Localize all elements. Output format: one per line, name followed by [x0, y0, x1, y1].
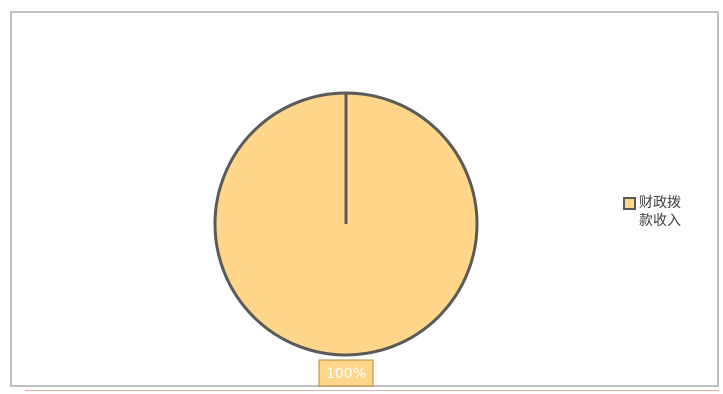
data-label: 100%: [326, 366, 366, 382]
bottom-divider: [25, 390, 719, 391]
legend-label: 财政拨款收入: [639, 195, 681, 229]
legend-swatch: [623, 197, 636, 210]
legend: 财政拨款收入: [623, 194, 691, 230]
data-label-box: [318, 359, 374, 387]
